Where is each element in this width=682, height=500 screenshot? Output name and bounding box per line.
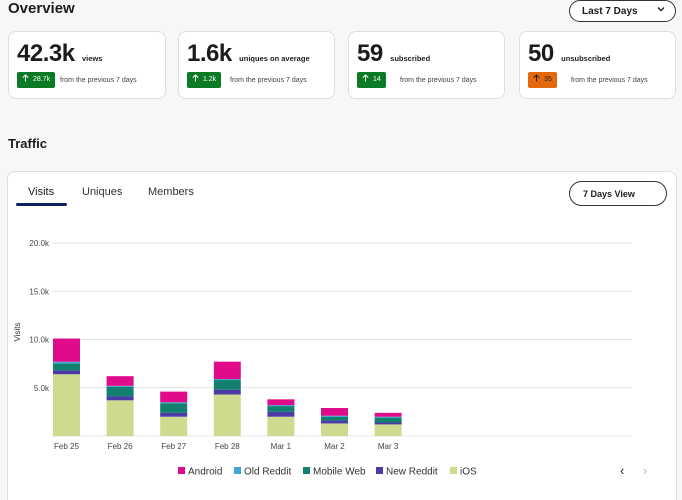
bar-segment-ios — [160, 416, 188, 436]
date-range-value: Last 7 Days — [582, 6, 638, 17]
bar-segment-new-reddit — [53, 370, 80, 375]
y-tick-label: 5.0k — [34, 384, 50, 393]
legend-label: Old Reddit — [244, 467, 291, 478]
bar-segment-old-reddit — [374, 416, 402, 418]
y-tick-label: 15.0k — [29, 287, 50, 296]
bar-segment-android — [321, 408, 348, 416]
legend-swatch — [303, 467, 310, 474]
stat-change-value: 14 — [372, 76, 381, 83]
tab-uniques[interactable]: Uniques — [82, 186, 123, 198]
stat-unit: unsubscribed — [561, 54, 611, 63]
stat-change-badge: 14 — [357, 72, 386, 88]
bar-segment-ios — [374, 424, 402, 436]
bar-segment-mobile-web — [160, 403, 188, 413]
stat-change-badge: 35 — [528, 72, 557, 88]
legend-swatch — [234, 467, 241, 474]
legend-label: iOS — [460, 467, 477, 478]
legend-swatch — [376, 467, 383, 474]
stat-unit: views — [82, 54, 103, 63]
x-tick-label: Feb 28 — [215, 442, 240, 451]
x-tick-label: Feb 26 — [108, 442, 133, 451]
bar-segment-old-reddit — [53, 361, 80, 364]
visits-chart: 5.0k 10.0k 15.0k 20.0k Visits Feb 25 Feb 26 Feb… — [13, 239, 632, 478]
stat-value: 1.6k — [187, 40, 232, 67]
legend-swatch — [450, 467, 457, 474]
prev-page-button[interactable]: ‹ — [620, 463, 625, 478]
stat-value: 42.3k — [17, 40, 75, 67]
bar-segment-mobile-web — [213, 380, 241, 390]
stat-comparison: from the previous 7 days — [230, 77, 307, 84]
active-tab-indicator — [16, 203, 67, 206]
stat-comparison: from the previous 7 days — [400, 77, 477, 84]
legend-swatch — [178, 467, 185, 474]
arrow-up-icon — [533, 74, 540, 82]
bar-segment-mobile-web — [106, 386, 134, 397]
stat-change-badge: 28.7k — [17, 72, 56, 88]
x-tick-label: Mar 1 — [271, 442, 292, 451]
legend-label: New Reddit — [386, 467, 438, 478]
bar-segment-android — [374, 412, 402, 417]
traffic-title: Traffic — [8, 136, 48, 151]
stat-change-value: 1.2k — [202, 76, 217, 83]
stat-card-unsubscribed: 50 unsubscribed 35 from the previous 7 d… — [519, 31, 676, 99]
arrow-up-icon — [362, 74, 369, 82]
bar-segment-new-reddit — [321, 420, 348, 424]
bar-segment-new-reddit — [267, 411, 295, 417]
tab-visits[interactable]: Visits — [28, 186, 55, 198]
bar-segment-ios — [321, 423, 348, 436]
y-tick-label: 10.0k — [29, 336, 50, 345]
bar-segment-ios — [213, 394, 241, 436]
stat-comparison: from the previous 7 days — [571, 77, 648, 84]
bar-segment-old-reddit — [106, 385, 134, 387]
traffic-panel: Visits Uniques Members 7 Days View 5.0k 1… — [7, 171, 677, 500]
bar-segment-old-reddit — [213, 379, 241, 381]
arrow-up-icon — [192, 74, 199, 82]
x-tick-label: Mar 3 — [378, 442, 399, 451]
stat-card-views: 42.3k views 28.7k from the previous 7 da… — [8, 31, 166, 99]
bar-segment-new-reddit — [213, 389, 241, 395]
x-tick-label: Mar 2 — [324, 442, 345, 451]
stat-unit: subscribed — [390, 54, 431, 63]
arrow-up-icon — [22, 74, 29, 82]
stat-card-subscribed: 59 subscribed 14 from the previous 7 day… — [348, 31, 505, 99]
stat-value: 50 — [528, 40, 554, 67]
overview-title: Overview — [8, 0, 75, 17]
bar-segment-old-reddit — [267, 405, 295, 407]
next-page-button[interactable]: › — [643, 463, 648, 478]
bar-segment-ios — [267, 416, 295, 436]
bar-segment-mobile-web — [321, 416, 348, 421]
x-tick-label: Feb 25 — [54, 442, 79, 451]
bar-segment-old-reddit — [321, 415, 348, 417]
legend-label: Android — [188, 467, 222, 478]
bar-segment-android — [53, 338, 80, 362]
legend-label: Mobile Web — [313, 467, 366, 478]
bar-segment-android — [106, 376, 134, 386]
bar-segment-new-reddit — [374, 422, 402, 425]
bar-segment-android — [267, 399, 295, 406]
bar-segment-mobile-web — [53, 363, 80, 371]
bar-segment-mobile-web — [374, 417, 402, 423]
bar-segment-ios — [53, 374, 80, 436]
bar-segment-android — [160, 391, 188, 403]
tab-members[interactable]: Members — [148, 186, 194, 198]
stat-change-value: 28.7k — [32, 76, 51, 83]
stat-unit: uniques on average — [239, 54, 310, 63]
bar-segment-new-reddit — [106, 396, 134, 401]
bar-segment-ios — [106, 400, 134, 436]
bar-segment-old-reddit — [160, 402, 188, 404]
stat-comparison: from the previous 7 days — [60, 77, 137, 84]
bar-segment-mobile-web — [267, 406, 295, 412]
x-tick-label: Feb 27 — [161, 442, 186, 451]
bar-segment-new-reddit — [160, 412, 188, 417]
stat-card-uniques: 1.6k uniques on average 1.2k from the pr… — [178, 31, 335, 99]
stat-value: 59 — [357, 40, 383, 67]
stat-change-badge: 1.2k — [187, 72, 222, 88]
date-range-select[interactable]: Last 7 Days — [569, 0, 676, 22]
days-view-button[interactable]: 7 Days View — [569, 181, 667, 206]
y-axis-label: Visits — [13, 323, 22, 342]
bar-segment-android — [213, 361, 241, 380]
chevron-down-icon — [657, 7, 665, 12]
stat-change-value: 35 — [543, 76, 552, 83]
y-tick-label: 20.0k — [29, 239, 50, 248]
